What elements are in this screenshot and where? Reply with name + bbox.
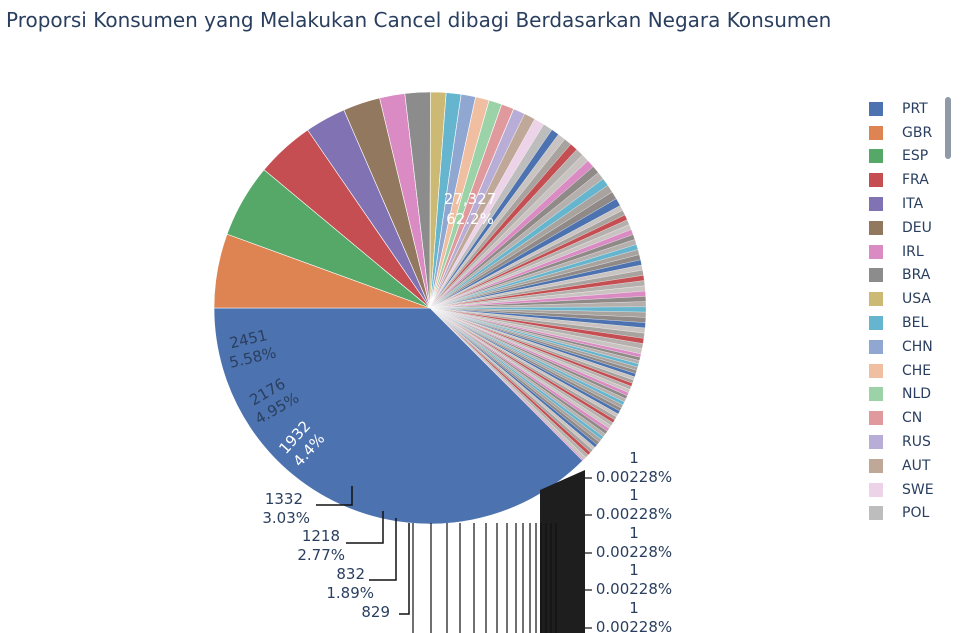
legend-label: GBR	[902, 124, 933, 141]
legend-label: IRL	[902, 243, 924, 260]
legend-item-che[interactable]: CHE	[860, 359, 960, 383]
legend-item-prt[interactable]: PRT	[860, 97, 960, 121]
legend-item-bra[interactable]: BRA	[860, 264, 960, 288]
legend-swatch	[869, 411, 883, 426]
legend-label: SWE	[902, 481, 934, 498]
legend-item-usa[interactable]: USA	[860, 287, 960, 311]
legend-label: NLD	[902, 386, 932, 403]
legend-item-irl[interactable]: IRL	[860, 240, 960, 264]
legend-swatch	[869, 268, 883, 283]
callout-line	[316, 486, 353, 506]
legend-label: ESP	[902, 148, 929, 165]
legend-item-ita[interactable]: ITA	[860, 192, 960, 216]
legend: PRT GBR ESP FRA ITA DEU IRL BRA USA BEL CHN CHE NLD C…	[860, 97, 960, 537]
legend-label: CN	[902, 410, 923, 427]
legend-item-aut[interactable]: AUT	[860, 454, 960, 478]
legend-swatch	[869, 125, 883, 140]
slice-label-prt-percent: 62.2%	[446, 210, 494, 228]
tail-labels: 10.00228%10.00228%10.00228%10.00228%10.0…	[585, 449, 672, 633]
chart-title: Proporsi Konsumen yang Melakukan Cancel …	[6, 8, 832, 32]
outside-label-ita-value: 1332	[265, 490, 303, 508]
outside-label-deu-percent: 2.77%	[297, 546, 345, 564]
legend-item-gbr[interactable]: GBR	[860, 121, 960, 145]
tail-label-value: 1	[629, 524, 639, 542]
legend-swatch	[869, 482, 883, 497]
legend-swatch	[869, 316, 883, 331]
callout-lines	[316, 470, 585, 633]
slice-prt[interactable]	[213, 307, 584, 525]
outside-label-irl-value: 832	[336, 565, 365, 583]
legend-swatch	[869, 387, 883, 402]
tail-label-percent: 0.00228%	[596, 618, 672, 633]
tail-callout-block	[540, 470, 585, 633]
legend-swatch	[869, 149, 883, 164]
legend-label: ITA	[902, 196, 924, 213]
legend-label: AUT	[902, 457, 931, 474]
tail-label-value: 1	[629, 561, 639, 579]
tail-label-percent: 0.00228%	[596, 505, 672, 523]
legend-label: BEL	[902, 315, 929, 332]
legend-item-rus[interactable]: RUS	[860, 430, 960, 454]
outside-label-bra-value: 829	[361, 603, 390, 621]
legend-item-bel[interactable]: BEL	[860, 311, 960, 335]
legend-swatch	[869, 220, 883, 235]
legend-item-fra[interactable]: FRA	[860, 168, 960, 192]
legend-swatch	[869, 173, 883, 188]
legend-label: PRT	[902, 100, 928, 117]
legend-swatch	[869, 435, 883, 450]
callout-line	[369, 518, 397, 581]
legend-label: POL	[902, 505, 930, 522]
legend-swatch	[869, 101, 883, 116]
legend-swatch	[869, 458, 883, 473]
outside-label-deu-value: 1218	[302, 527, 340, 545]
legend-label: DEU	[902, 219, 932, 236]
legend-item-pol[interactable]: POL	[860, 502, 960, 526]
outside-label-ita-percent: 3.03%	[262, 509, 310, 527]
legend-label: RUS	[902, 434, 931, 451]
callout-line	[399, 523, 410, 615]
legend-item-chn[interactable]: CHN	[860, 335, 960, 359]
legend-label: BRA	[902, 267, 931, 284]
tail-label-value: 1	[629, 486, 639, 504]
slice-tail78[interactable]	[429, 307, 584, 461]
callout-line	[346, 511, 384, 544]
legend-swatch	[869, 506, 883, 521]
tail-label-value: 1	[629, 599, 639, 617]
legend-item-cn[interactable]: CN	[860, 406, 960, 430]
legend-label: CHN	[902, 338, 933, 355]
legend-item-deu[interactable]: DEU	[860, 216, 960, 240]
tail-label-percent: 0.00228%	[596, 543, 672, 561]
slice-label-prt-value: 27,327	[444, 190, 497, 208]
legend-swatch	[869, 339, 883, 354]
legend-swatch	[869, 197, 883, 212]
legend-swatch	[869, 244, 883, 259]
legend-label: FRA	[902, 172, 929, 189]
legend-swatch	[869, 292, 883, 307]
legend-item-esp[interactable]: ESP	[860, 145, 960, 169]
tail-label-value: 1	[629, 449, 639, 467]
legend-swatch	[869, 363, 883, 378]
legend-label: USA	[902, 291, 931, 308]
pie-slices	[213, 91, 647, 525]
legend-label: CHE	[902, 362, 932, 379]
tail-label-percent: 0.00228%	[596, 580, 672, 598]
legend-item-swe[interactable]: SWE	[860, 478, 960, 502]
legend-scrollbar[interactable]	[945, 97, 951, 159]
legend-item-nld[interactable]: NLD	[860, 383, 960, 407]
tail-label-percent: 0.00228%	[596, 468, 672, 486]
outside-label-irl-percent: 1.89%	[326, 584, 374, 602]
